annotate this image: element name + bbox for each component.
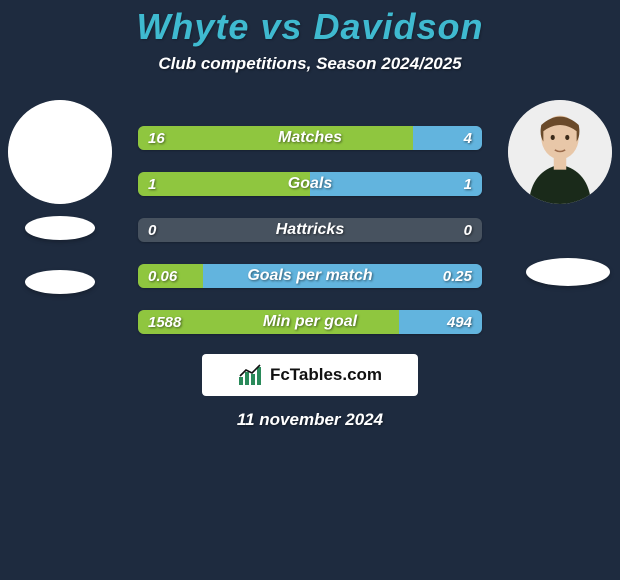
avatar-left — [8, 100, 112, 204]
club-badge-right — [526, 258, 610, 286]
bar-row: 0.060.25Goals per match — [138, 264, 482, 288]
comparison-bars: 164Matches 11Goals 00Hattricks 0.060.25Goal… — [138, 126, 482, 356]
flag-left — [25, 216, 95, 240]
bars-icon — [238, 364, 264, 386]
bar-label: Min per goal — [138, 310, 482, 334]
comparison-card: Whyte vs Davidson Club competitions, Sea… — [0, 0, 620, 580]
player-right — [508, 100, 612, 204]
bar-row: 00Hattricks — [138, 218, 482, 242]
player-photo-icon — [508, 100, 612, 204]
bar-label: Hattricks — [138, 218, 482, 242]
bar-label: Goals — [138, 172, 482, 196]
bar-label: Matches — [138, 126, 482, 150]
subtitle: Club competitions, Season 2024/2025 — [0, 54, 620, 74]
page-title: Whyte vs Davidson — [0, 0, 620, 48]
player-left — [8, 100, 112, 294]
bar-label: Goals per match — [138, 264, 482, 288]
date-label: 11 november 2024 — [237, 410, 383, 430]
bar-row: 11Goals — [138, 172, 482, 196]
person-icon — [8, 100, 112, 204]
bar-row: 1588494Min per goal — [138, 310, 482, 334]
logo-text: FcTables.com — [270, 365, 382, 385]
bar-row: 164Matches — [138, 126, 482, 150]
avatar-right — [508, 100, 612, 204]
logo-box: FcTables.com — [202, 354, 418, 396]
club-badge-left — [25, 270, 95, 294]
